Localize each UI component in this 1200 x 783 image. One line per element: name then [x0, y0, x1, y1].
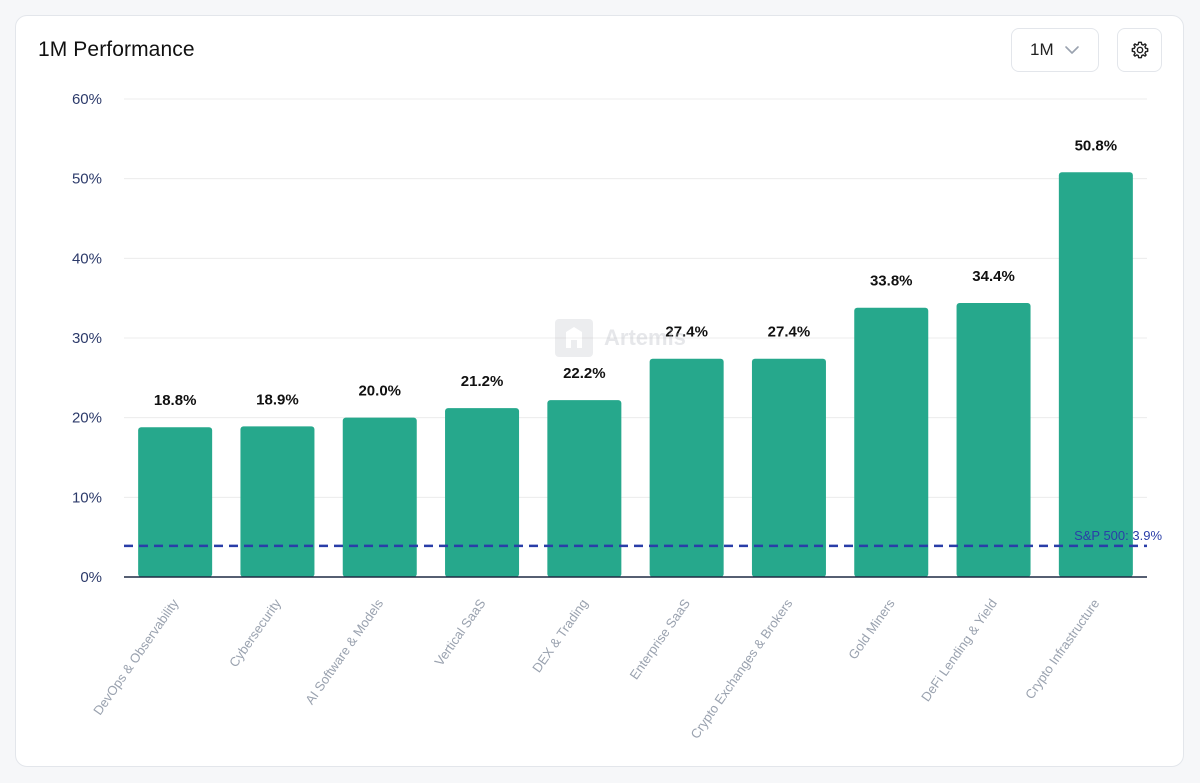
y-tick-label: 50%: [72, 171, 102, 188]
y-tick-label: 40%: [72, 250, 102, 267]
bar-value-label: 34.4%: [972, 268, 1015, 285]
period-select[interactable]: 1M: [1011, 28, 1099, 72]
artemis-watermark: Artemis: [554, 318, 686, 358]
category-label: DEX & Trading: [529, 596, 591, 675]
category-label: DeFi Lending & Yield: [918, 596, 1000, 704]
category-label: Gold Miners: [845, 596, 898, 662]
bar: [1058, 172, 1133, 577]
artemis-logo-icon: [555, 319, 593, 357]
category-label: AI Software & Models: [302, 596, 386, 707]
bar-value-label: 21.2%: [461, 373, 504, 390]
category-label: DevOps & Observability: [90, 596, 182, 718]
bar-value-label: 22.2%: [563, 365, 606, 382]
category-label: Enterprise SaaS: [627, 596, 694, 682]
category-label: Cybersecurity: [226, 596, 284, 670]
bar: [649, 358, 724, 577]
bar: [751, 358, 826, 577]
y-tick-label: 60%: [72, 91, 102, 108]
bar-value-label: 18.9%: [256, 391, 299, 408]
chart-card: 1M Performance 1M 0% 10% 20% 30% 40% 50% 60% 18…: [15, 15, 1184, 767]
bar-value-label: 33.8%: [870, 273, 913, 290]
bar-value-label: 18.8%: [154, 392, 197, 409]
watermark-text: Artemis: [604, 325, 686, 350]
bar-value-label: 27.4%: [665, 324, 708, 341]
bar-value-label: 50.8%: [1075, 137, 1118, 154]
gear-icon: [1131, 41, 1148, 59]
bar: [547, 400, 622, 577]
bar-chart: 0% 10% 20% 30% 40% 50% 60% 18.8% DevOps & Observ…: [72, 91, 1162, 742]
chevron-down-icon: [1064, 46, 1079, 54]
y-tick-label: 10%: [72, 489, 102, 506]
bar: [240, 426, 315, 577]
bar: [956, 302, 1031, 577]
bar-value-label: 20.0%: [358, 383, 401, 400]
bar: [342, 417, 417, 577]
y-tick-label: 30%: [72, 330, 102, 347]
period-select-value: 1M: [1030, 40, 1054, 59]
y-tick-label: 20%: [72, 410, 102, 427]
settings-button[interactable]: [1117, 28, 1162, 72]
category-label: Crypto Exchanges & Brokers: [687, 596, 795, 742]
bar: [445, 408, 520, 577]
y-tick-label: 0%: [80, 569, 102, 586]
chart-title: 1M Performance: [38, 38, 195, 61]
category-label: Vertical SaaS: [431, 596, 488, 669]
bar: [138, 427, 213, 577]
bar-value-label: 27.4%: [768, 324, 811, 341]
sp500-reference-label: S&P 500: 3.9%: [1074, 528, 1162, 543]
category-label: Crypto Infrastructure: [1022, 596, 1102, 702]
bar: [854, 307, 929, 577]
